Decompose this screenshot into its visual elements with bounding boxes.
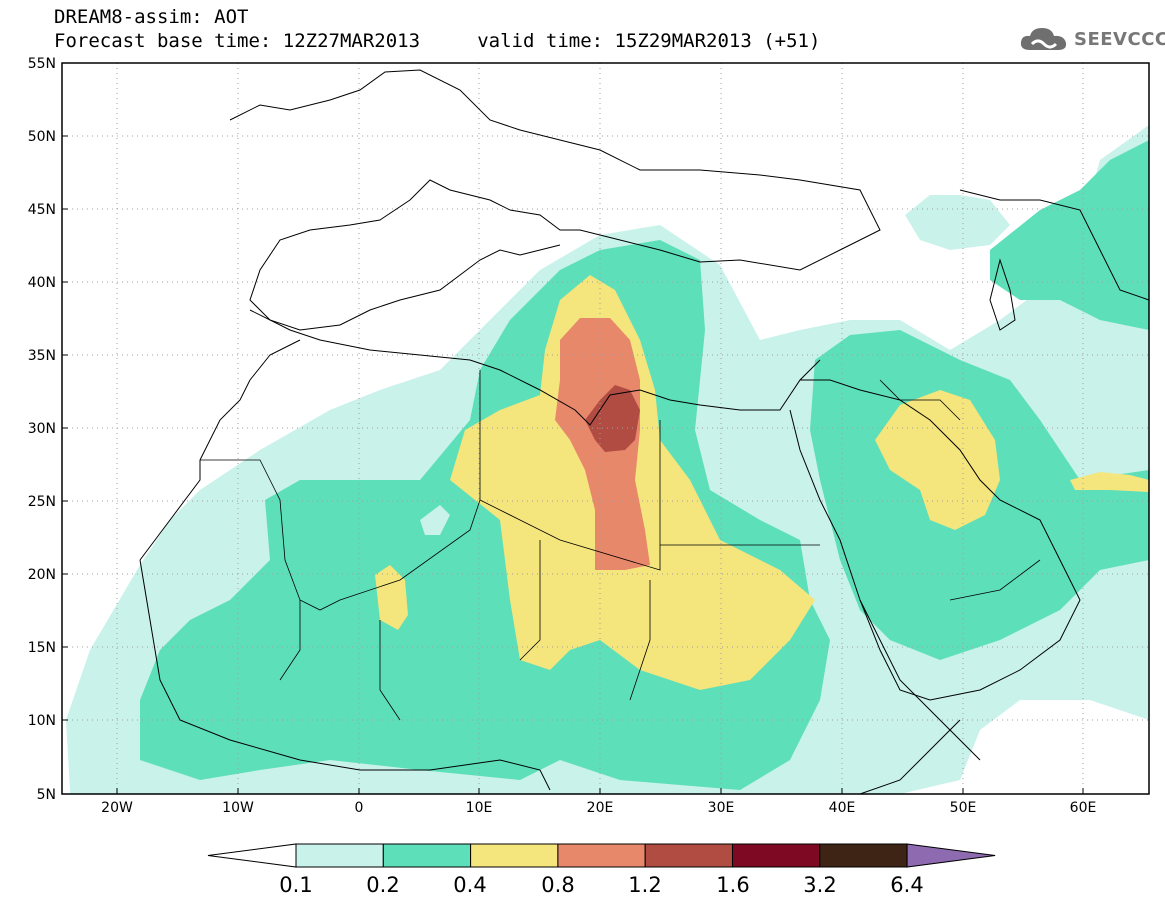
longitude-labels: 20W 10W 0 10E 20E 30E 40E 50E 60E bbox=[101, 800, 1096, 816]
lon-label: 60E bbox=[1070, 800, 1097, 816]
lat-label: 25N bbox=[28, 494, 56, 510]
lon-label: 10W bbox=[222, 800, 254, 816]
lat-label: 15N bbox=[28, 640, 56, 656]
lat-label: 55N bbox=[28, 56, 56, 72]
lat-label: 5N bbox=[37, 787, 56, 803]
aot-contours bbox=[62, 63, 1149, 794]
aot-level-0.4-east-region bbox=[875, 390, 1000, 530]
lat-label: 50N bbox=[28, 129, 56, 145]
country-borders bbox=[200, 370, 1041, 721]
lon-label: 0 bbox=[355, 800, 364, 816]
lat-label: 10N bbox=[28, 713, 56, 729]
lon-label: 10E bbox=[466, 800, 493, 816]
map-title: DREAM8-assim: AOT bbox=[54, 6, 249, 28]
lat-label: 40N bbox=[28, 275, 56, 291]
logo-text: SEEVCCC bbox=[1074, 28, 1165, 50]
latitude-labels: 55N 50N 45N 40N 35N 30N 25N 20N 15N 10N … bbox=[28, 56, 56, 803]
lat-label: 35N bbox=[28, 348, 56, 364]
seevccc-logo: SEEVCCC bbox=[1018, 24, 1165, 54]
lat-label: 30N bbox=[28, 421, 56, 437]
aot-level-0.1-north-region bbox=[905, 195, 1010, 250]
lon-label: 40E bbox=[829, 800, 856, 816]
lat-label: 20N bbox=[28, 567, 56, 583]
aot-level-1.2-region bbox=[585, 385, 640, 452]
lon-label: 50E bbox=[950, 800, 977, 816]
lat-label: 45N bbox=[28, 202, 56, 218]
aot-level-0.2-islands bbox=[420, 505, 450, 535]
lon-label: 20W bbox=[101, 800, 133, 816]
lon-label: 20E bbox=[587, 800, 614, 816]
lon-label: 30E bbox=[708, 800, 735, 816]
forecast-time-label: Forecast base time: 12Z27MAR2013 valid t… bbox=[54, 30, 821, 52]
cloud-icon bbox=[1020, 28, 1067, 50]
map-gridlines bbox=[62, 63, 1149, 794]
aot-level-0.4-gulf-region bbox=[1070, 472, 1149, 492]
axis-ticks bbox=[62, 62, 1084, 795]
aot-level-0.4-west-region bbox=[375, 565, 408, 630]
coastlines bbox=[139, 69, 1149, 794]
aot-level-0.2-caspian-region bbox=[990, 140, 1149, 330]
